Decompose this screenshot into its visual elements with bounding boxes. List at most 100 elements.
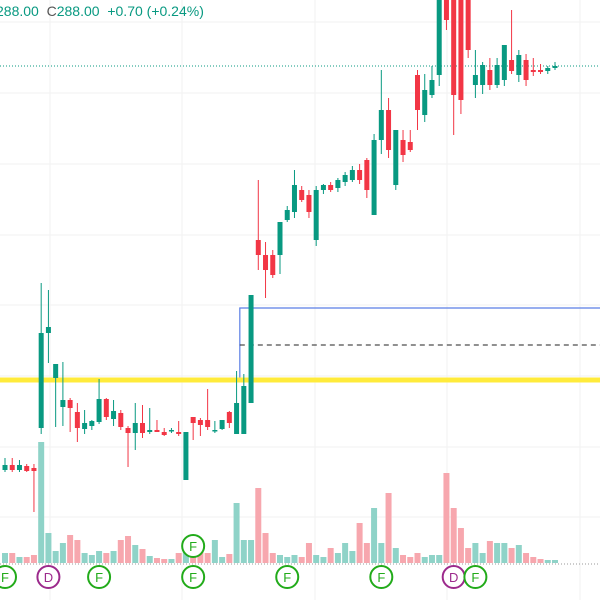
candle-body	[132, 423, 138, 433]
volume-bar	[110, 551, 117, 563]
candle-body	[31, 468, 37, 471]
candle-body	[407, 142, 413, 150]
candle-body	[357, 170, 363, 180]
volume-bar	[23, 557, 30, 563]
candle-body	[24, 466, 30, 471]
financials-event-marker[interactable]: F	[181, 534, 206, 558]
candle-body	[190, 417, 196, 423]
financials-event-marker[interactable]: F	[463, 565, 488, 589]
financials-event-marker[interactable]: F	[87, 565, 112, 589]
dividend-event-marker[interactable]: D	[441, 565, 466, 589]
volume-bar	[52, 551, 59, 563]
event-label: F	[283, 570, 291, 585]
candle-body	[299, 190, 305, 200]
candle-body	[96, 399, 102, 422]
candle-body	[364, 160, 370, 190]
legend-close-label: C	[46, 3, 57, 19]
event-circle	[87, 565, 112, 589]
candle-body	[472, 75, 478, 85]
volume-bar	[363, 543, 370, 563]
dividend-event-marker[interactable]: D	[36, 565, 61, 589]
volume-bar	[204, 553, 211, 563]
volume-bar	[392, 548, 399, 563]
volume-bar	[291, 555, 298, 563]
volume-bar	[16, 557, 23, 563]
financials-event-marker[interactable]: F	[369, 565, 394, 589]
event-label: F	[95, 570, 103, 585]
candle-body	[509, 60, 515, 71]
financials-event-marker[interactable]: F	[275, 565, 300, 589]
candle-body	[45, 327, 51, 333]
volume-bar	[262, 533, 269, 563]
volume-bar	[175, 553, 182, 563]
candle-body	[16, 465, 22, 470]
candle-body	[436, 0, 442, 75]
volume-bar	[139, 549, 146, 563]
volume-bar	[240, 540, 247, 563]
volume-bar	[190, 555, 197, 563]
candle-body	[140, 423, 145, 433]
volume-bar	[96, 551, 103, 563]
candle-body	[422, 90, 428, 115]
event-label: D	[44, 570, 53, 585]
candle-body	[415, 75, 420, 110]
volume-bar	[400, 555, 407, 563]
volume-bar	[537, 559, 544, 563]
volume-bar	[67, 535, 74, 563]
volume-bar	[146, 556, 153, 563]
volume-bar	[117, 540, 124, 563]
volume-bar	[88, 555, 95, 563]
candle-body	[241, 386, 247, 434]
volume-bar	[450, 508, 457, 563]
financials-event-marker[interactable]: F	[181, 565, 206, 589]
volume-bar	[472, 543, 479, 563]
volume-bar	[479, 553, 486, 563]
financials-event-marker[interactable]: F	[0, 565, 17, 589]
candle-body	[393, 130, 399, 185]
volume-bar	[248, 540, 255, 563]
candle-body	[494, 65, 500, 85]
volume-bar	[81, 553, 88, 563]
volume-bar	[219, 557, 226, 563]
candle-body	[226, 412, 232, 423]
candle-body	[103, 399, 109, 417]
volume-bar	[161, 559, 168, 563]
volume-bar	[255, 488, 262, 563]
volume-bar	[125, 536, 132, 563]
volume-bar	[414, 553, 421, 563]
candle-body	[523, 60, 529, 80]
candle-body	[82, 423, 88, 429]
volume-bar	[45, 533, 52, 563]
candle-body	[291, 185, 297, 212]
volume-bar	[508, 548, 515, 563]
volume-bar	[313, 555, 320, 563]
volume-bar	[284, 557, 291, 563]
volume-bar	[428, 555, 435, 563]
candle-body	[400, 140, 406, 155]
volume-bar	[320, 557, 327, 563]
candle-body	[147, 430, 153, 432]
volume-bar	[211, 540, 218, 563]
candle-body	[168, 430, 174, 432]
candle-body	[248, 295, 254, 403]
candle-body	[320, 185, 326, 190]
candle-body	[67, 400, 73, 408]
volume-bar	[197, 549, 204, 563]
candle-body	[386, 110, 392, 150]
candle-body	[342, 175, 348, 182]
candle-body	[212, 430, 218, 432]
box-outline	[239, 307, 600, 380]
legend-low-value: 288.00	[0, 3, 39, 19]
volume-bar	[371, 508, 378, 563]
event-label: F	[471, 570, 479, 585]
volume-bar	[103, 553, 110, 563]
volume-bar	[501, 543, 508, 563]
candle-body	[38, 333, 44, 428]
ohlc-legend: 288.00 C288.00 +0.70 (+0.24%)	[0, 3, 204, 19]
candle-body	[378, 110, 384, 140]
event-circle	[0, 565, 17, 589]
candle-body	[154, 430, 160, 432]
volume-bar	[305, 543, 312, 563]
